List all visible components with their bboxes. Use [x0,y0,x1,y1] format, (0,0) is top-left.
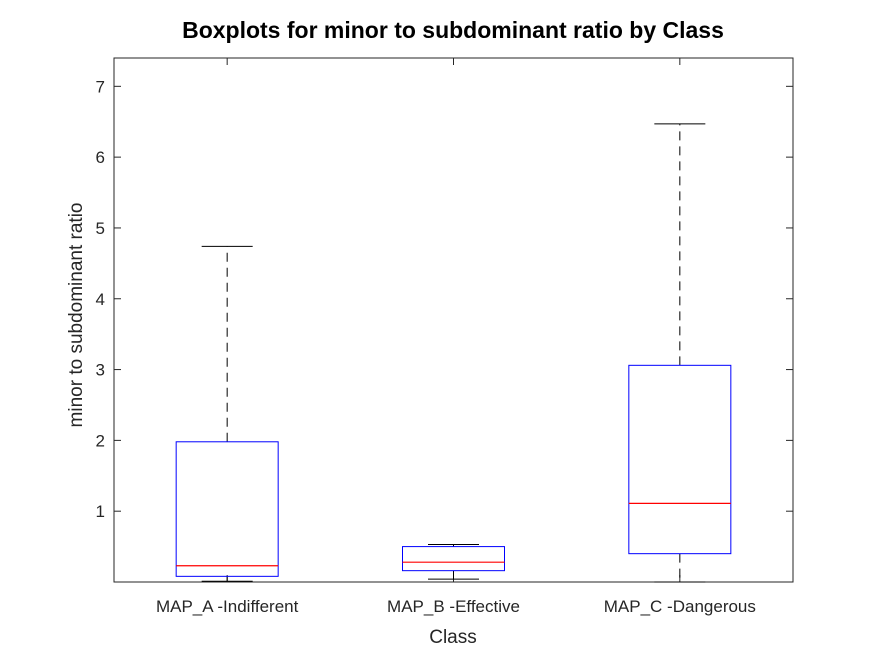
x-tick-label: MAP_B -Effective [387,597,520,616]
y-tick-label: 1 [96,502,105,521]
y-tick-label: 4 [96,290,105,309]
box-iqr [628,364,732,555]
y-axis-label: minor to subdominant ratio [66,203,87,428]
chart-title: Boxplots for minor to subdominant ratio … [182,17,724,43]
x-tick-label: MAP_A -Indifferent [156,597,299,616]
plot-area: 1 2 3 4 5 6 7 MAP_A -Indifferent MAP_B -Effectiv… [96,57,794,616]
box-iqr [175,441,279,577]
y-tick-label: 6 [96,148,105,167]
box-iqr [402,546,505,572]
y-tick-label: 3 [96,361,105,380]
x-axis-label: Class [429,627,477,648]
y-tick-label: 5 [96,219,105,238]
x-tick-label: MAP_C -Dangerous [604,597,756,616]
y-tick-label: 7 [96,77,105,96]
y-tick-label: 2 [96,431,105,450]
